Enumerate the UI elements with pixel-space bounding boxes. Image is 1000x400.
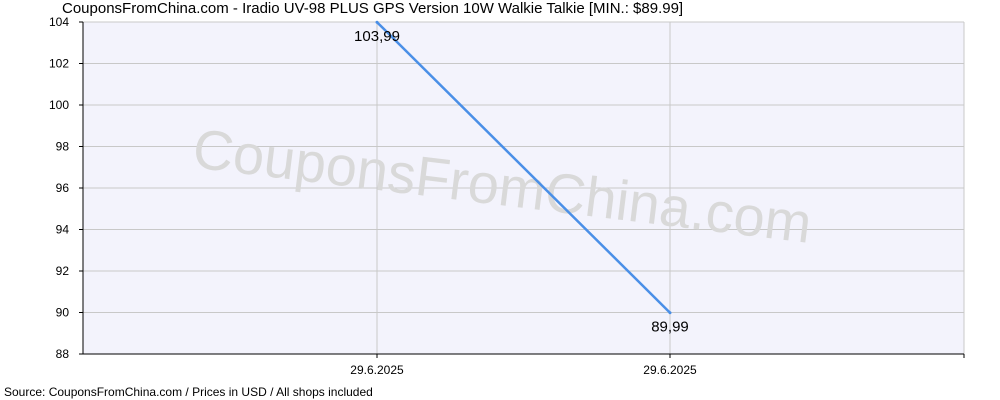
x-tick-label: 29.6.2025 xyxy=(643,363,697,377)
y-tick-label: 98 xyxy=(56,140,70,154)
x-tick-label: 29.6.2025 xyxy=(350,363,404,377)
y-tick-label: 96 xyxy=(56,181,70,195)
data-point xyxy=(375,20,379,24)
data-label: 103,99 xyxy=(354,28,400,45)
data-point xyxy=(668,311,672,315)
chart-source: Source: CouponsFromChina.com / Prices in… xyxy=(4,385,373,399)
chart-title: CouponsFromChina.com - Iradio UV-98 PLUS… xyxy=(62,0,684,17)
y-tick-label: 102 xyxy=(49,57,69,71)
y-tick-label: 88 xyxy=(56,347,70,361)
series-line xyxy=(376,21,671,314)
y-tick-label: 104 xyxy=(49,15,69,29)
data-label: 89,99 xyxy=(651,319,689,336)
y-tick-label: 90 xyxy=(56,306,70,320)
y-tick-label: 92 xyxy=(56,264,70,278)
y-tick-label: 100 xyxy=(49,98,69,112)
y-tick-label: 94 xyxy=(56,223,70,237)
